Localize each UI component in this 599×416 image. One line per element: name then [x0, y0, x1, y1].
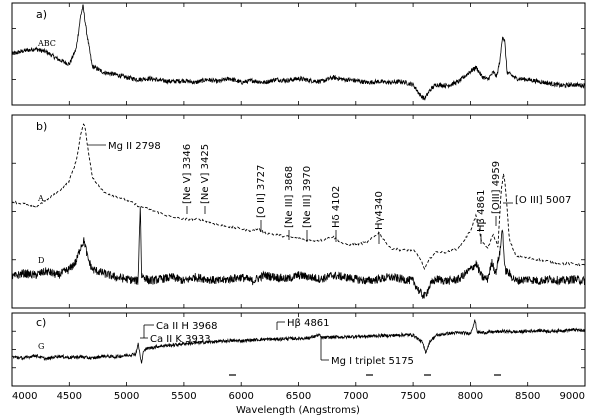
annotation-nev-3425: [Ne V] 3425	[200, 144, 211, 204]
panel-c-annotations: Ca II H 3968 Ca II K 3933 Hβ 4861 Mg I t…	[140, 318, 501, 376]
x-tick-label: 4000	[12, 391, 37, 402]
annotation-oii-3727: [O II] 3727	[256, 165, 267, 218]
x-tick-label: 6000	[228, 391, 253, 402]
tick-layer: 4000 4500 5000 5500 6000 6500 7000 7500 8000 8500…	[11, 3, 586, 402]
panel-a-label: a)	[36, 8, 47, 21]
series-label-a: A	[37, 194, 44, 203]
x-tick-label: 7500	[400, 391, 425, 402]
series-label-g: G	[38, 342, 44, 351]
annotation-hdelta-4102: Hδ 4102	[331, 186, 342, 228]
x-tick-label: 4500	[57, 391, 82, 402]
x-tick-label: 5500	[171, 391, 196, 402]
x-tick-label: 6500	[286, 391, 311, 402]
annotation-oiii-4959: [OIII] 4959	[491, 161, 502, 214]
panel-c-label: c)	[36, 316, 46, 329]
annotation-hbeta-4861: Hβ 4861	[476, 189, 487, 232]
series-line-a	[11, 123, 586, 271]
x-tick-label: 7000	[343, 391, 368, 402]
annotation-nev-3346: [Ne V] 3346	[182, 144, 193, 204]
series-label-abc: ABC	[37, 39, 56, 48]
annotation-mgi-triplet-5175: Mg I triplet 5175	[331, 356, 414, 367]
x-tick-label: 8500	[515, 391, 540, 402]
x-tick-label: 5000	[114, 391, 139, 402]
annotation-oiii-5007: [O III] 5007	[515, 195, 571, 206]
series-line-d	[11, 206, 586, 299]
annotation-hgamma-4340: Hγ4340	[374, 191, 385, 230]
series-layer	[11, 4, 586, 364]
x-tick-label: 8000	[458, 391, 483, 402]
x-axis-label: Wavelength (Angstroms)	[236, 405, 360, 416]
annotation-mgii-2798: Mg II 2798	[108, 141, 161, 152]
panel-b-label: b)	[36, 120, 47, 133]
series-line-abc	[11, 4, 586, 101]
panel-a-frame	[11, 2, 586, 106]
annotation-caii-h-3968: Ca II H 3968	[156, 321, 218, 332]
annotation-neiii-3970: [Ne III] 3970	[302, 166, 313, 228]
panel-b-annotations: Mg II 2798 [Ne V] 3346 [Ne V] 3425 [O II…	[88, 141, 571, 244]
annotation-caii-k-3933: Ca II K 3933	[150, 334, 211, 345]
series-label-d: D	[38, 256, 44, 265]
annotation-hbeta-4861-c: Hβ 4861	[287, 318, 330, 329]
annotation-neiii-3868: [Ne III] 3868	[284, 166, 295, 228]
x-tick-label: 9000	[560, 391, 585, 402]
series-line-g	[11, 319, 586, 364]
